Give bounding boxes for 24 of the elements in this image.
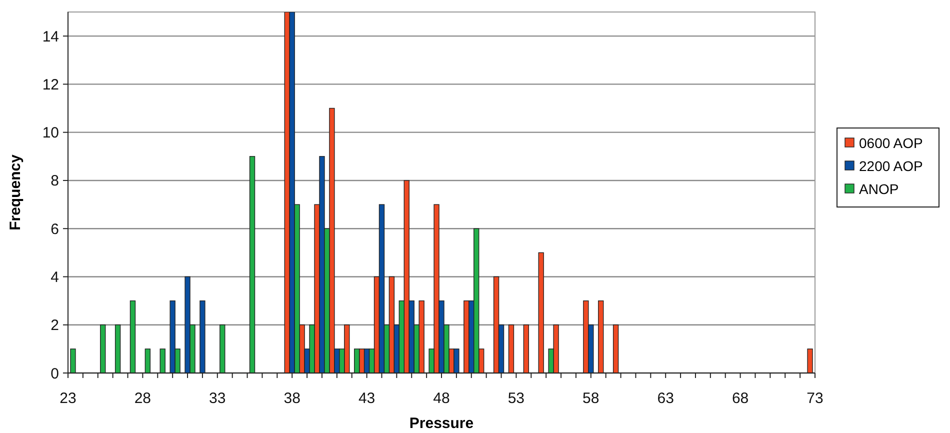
y-tick-label: 4 bbox=[50, 268, 59, 286]
y-tick-label: 10 bbox=[42, 124, 59, 142]
x-tick-label: 68 bbox=[732, 390, 749, 407]
x-tick-label: 43 bbox=[358, 390, 376, 407]
x-tick-label: 73 bbox=[806, 390, 824, 407]
x-tick-label: 53 bbox=[508, 390, 525, 407]
x-tick-label: 23 bbox=[60, 390, 76, 407]
y-tick-label: 14 bbox=[42, 28, 59, 46]
x-tick-label: 33 bbox=[209, 390, 226, 407]
x-tick-label: 28 bbox=[134, 390, 152, 407]
y-tick-label: 8 bbox=[50, 172, 59, 190]
legend-label: 2200 AOP bbox=[859, 158, 923, 174]
legend-label: ANOP bbox=[859, 180, 899, 197]
legend-label: 0600 AOP bbox=[859, 134, 923, 151]
x-tick-label: 58 bbox=[582, 390, 600, 407]
y-tick-label: 12 bbox=[42, 76, 59, 94]
y-axis-title: Frequency bbox=[7, 154, 24, 230]
x-axis-title: Pressure bbox=[409, 415, 474, 432]
x-tick-label: 38 bbox=[284, 390, 300, 407]
y-tick-label: 0 bbox=[50, 365, 59, 382]
y-tick-label: 2 bbox=[50, 317, 59, 334]
y-tick-label: 6 bbox=[50, 220, 59, 238]
x-tick-label: 48 bbox=[433, 390, 450, 407]
x-tick-label: 63 bbox=[657, 390, 674, 407]
